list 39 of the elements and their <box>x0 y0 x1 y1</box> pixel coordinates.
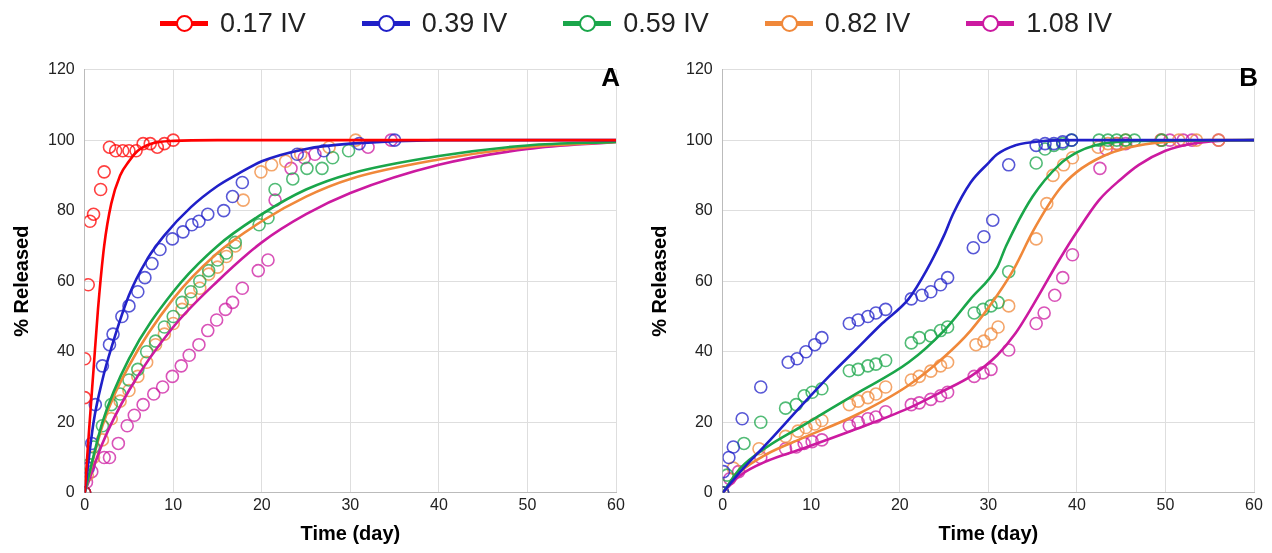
x-tick-label: 40 <box>1068 495 1086 513</box>
y-tick-label: 60 <box>56 271 75 289</box>
y-axis-title: % Released <box>647 225 670 337</box>
legend-label: 0.39 IV <box>421 7 508 39</box>
x-tick-label: 50 <box>518 495 537 513</box>
x-tick-label: 60 <box>1245 495 1263 513</box>
y-axis-title: % Released <box>9 225 32 337</box>
legend-label: 0.82 IV <box>824 7 911 39</box>
y-tick-label: 120 <box>47 60 75 78</box>
legend-label: 0.17 IV <box>220 7 306 39</box>
x-tick-label: 30 <box>341 495 360 513</box>
y-tick-label: 100 <box>47 130 75 148</box>
x-axis-title: Time (day) <box>938 521 1039 544</box>
chart-title: A <box>601 61 621 92</box>
y-tick-label: 0 <box>65 483 75 501</box>
x-tick-label: 30 <box>979 495 998 513</box>
legend-label: 0.59 IV <box>623 7 709 39</box>
y-tick-label: 120 <box>685 60 713 78</box>
y-tick-label: 40 <box>56 342 75 360</box>
x-tick-label: 10 <box>164 495 183 513</box>
x-tick-label: 20 <box>890 495 909 513</box>
y-tick-label: 100 <box>685 130 713 148</box>
x-tick-label: 0 <box>718 495 728 513</box>
legend-label: 1.08 IV <box>1026 7 1112 39</box>
x-tick-label: 10 <box>802 495 821 513</box>
y-tick-label: 20 <box>56 412 75 430</box>
y-tick-label: 80 <box>56 201 75 219</box>
x-tick-label: 60 <box>607 495 625 513</box>
y-tick-label: 0 <box>703 483 713 501</box>
chart-title: B <box>1239 61 1258 92</box>
y-tick-label: 20 <box>694 412 713 430</box>
x-tick-label: 50 <box>1156 495 1175 513</box>
x-axis-title: Time (day) <box>300 521 401 544</box>
x-tick-label: 20 <box>252 495 271 513</box>
x-tick-label: 0 <box>80 495 90 513</box>
y-tick-label: 80 <box>694 201 713 219</box>
y-tick-label: 40 <box>694 342 713 360</box>
y-tick-label: 60 <box>694 271 713 289</box>
x-tick-label: 40 <box>430 495 448 513</box>
